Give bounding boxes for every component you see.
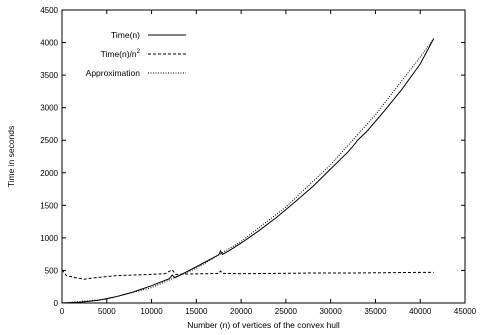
y-tick-label: 3000 [40, 104, 58, 113]
legend-label-2: Time(n)/n2 [101, 49, 141, 59]
y-tick-label: 4000 [40, 39, 58, 48]
legend-label-text: Approximation [86, 68, 141, 78]
x-tick-label: 15000 [185, 307, 208, 316]
legend-label-3: Approximation [86, 68, 141, 78]
legend: Time(n) Time(n)/n2 Approximation [86, 30, 186, 78]
x-tick-label: 0 [60, 307, 65, 316]
x-tick-label: 30000 [320, 307, 343, 316]
series-line-1 [61, 38, 435, 304]
x-tick-label: 20000 [230, 307, 253, 316]
x-tick-label: 25000 [275, 307, 298, 316]
y-tick-label: 1000 [40, 234, 58, 243]
x-tick-label: 40000 [409, 307, 432, 316]
y-tick-label: 4500 [40, 6, 58, 15]
y-tick-label: 500 [45, 266, 59, 275]
series-line-2 [61, 269, 434, 280]
series-line-3 [61, 38, 435, 304]
legend-label-text: Time(n) [111, 30, 140, 40]
x-tick-label: 10000 [140, 307, 163, 316]
x-tick-label: 5000 [98, 307, 116, 316]
legend-label-superscript: 2 [137, 49, 141, 55]
y-axis-title: Time in seconds [6, 126, 16, 188]
x-tick-label: 35000 [364, 307, 387, 316]
y-tick-label: 1500 [40, 201, 58, 210]
y-tick-label: 2500 [40, 136, 58, 145]
legend-label-text: Time(n)/n [101, 49, 137, 59]
x-tick-label: 45000 [454, 307, 477, 316]
y-tick-label: 0 [54, 299, 59, 308]
y-tick-label: 2000 [40, 169, 58, 178]
x-axis-title: Number (n) of vertices of the convex hul… [187, 320, 340, 330]
plot-area-frame [61, 9, 466, 304]
y-tick-label: 3500 [40, 71, 58, 80]
axis-ticks: 0 5000 10000 15000 20000 25000 30000 35000 40000… [40, 6, 476, 316]
legend-label-1: Time(n) [111, 30, 140, 40]
series-lines [61, 38, 435, 304]
